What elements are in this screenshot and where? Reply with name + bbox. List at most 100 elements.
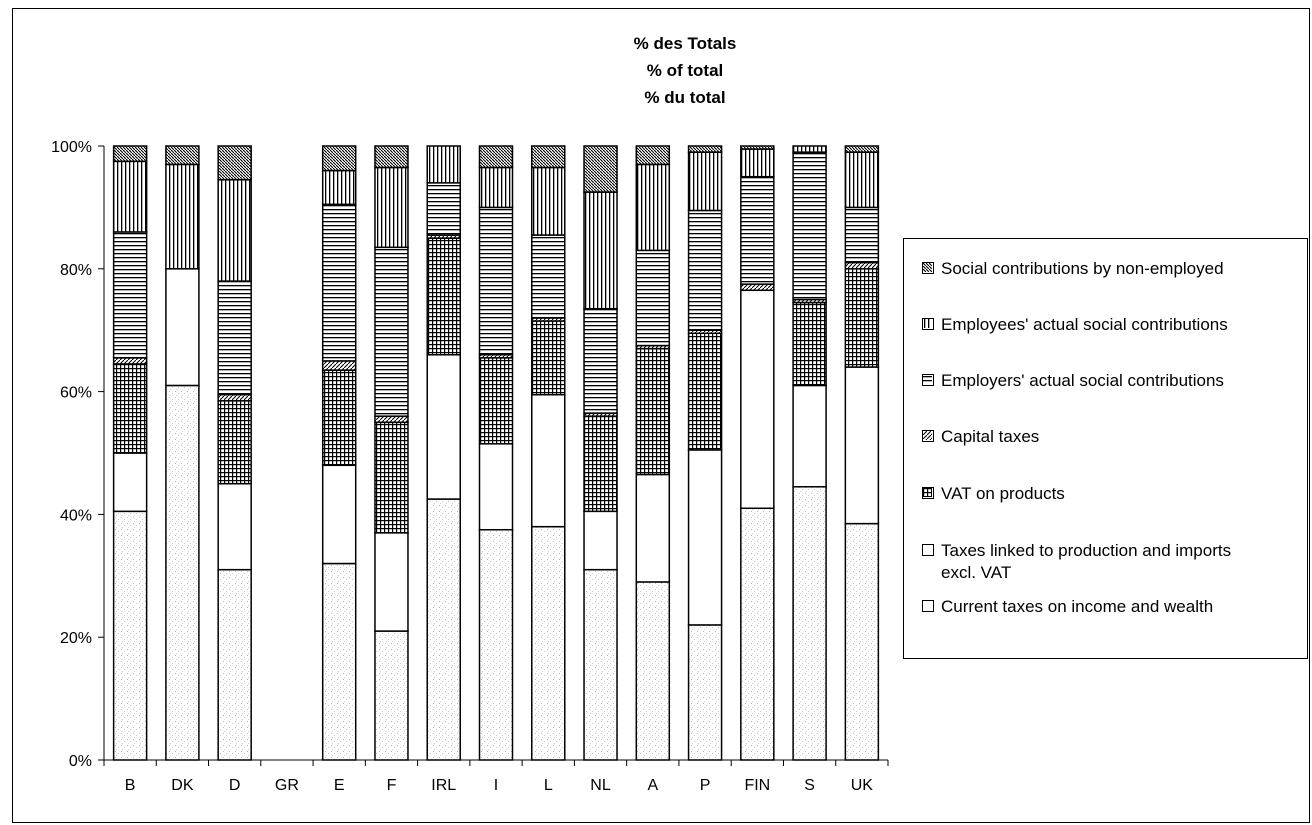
legend-label: VAT on products [941,484,1065,503]
x-tick-label: B [125,777,136,794]
legend-label: Social contributions by non-employed [941,259,1224,278]
bar-segment [478,357,514,445]
bar-segment [165,268,200,387]
bar-segment [478,529,514,761]
legend-label: Taxes linked to production and imports [941,541,1232,560]
y-tick-label: 20% [60,630,92,647]
x-tick-label: NL [590,777,611,794]
bar-segment [321,169,357,206]
bar-segment [844,522,880,761]
bar-segment [217,482,252,571]
bar-segment [112,363,148,454]
x-tick-label: F [387,777,397,794]
chart-title-line-1: % des Totals [633,34,737,53]
bar-segment [165,145,200,166]
legend-swatch [922,487,934,499]
bar-segment [740,289,775,510]
bar-segment [792,486,827,761]
bar-segment [321,360,357,371]
bar-segment [687,624,723,761]
bar-segment [321,369,357,467]
bar-segment [426,354,461,500]
bar-segment [217,179,252,282]
bar-segment [635,581,671,761]
bar-segment [740,175,775,285]
bar-segment [426,237,461,356]
chart-title-line-3: % du total [644,88,726,107]
chart-frame [12,8,1310,823]
bar-segment [112,510,148,761]
legend-label-continued: excl. VAT [941,563,1012,582]
bar-segment [844,261,880,270]
bar-segment [321,464,357,565]
bar-segment [374,415,409,424]
chart-title-line-2: % of total [646,61,724,80]
bar-segment [112,452,148,513]
bar-segment [583,191,618,310]
x-tick-label: E [334,777,345,794]
y-tick-label: 40% [60,507,92,524]
bar-segment [844,366,880,525]
legend-swatch [922,430,934,442]
bar-segment [687,332,723,451]
bar-segment [844,151,880,209]
bar-segment [374,246,409,417]
bar-segment [426,182,461,236]
x-tick-label: IRL [431,777,456,794]
bar-segment [321,145,357,172]
bar-segment [583,145,618,193]
x-tick-label: FIN [744,777,770,794]
bar-segment [687,449,723,626]
x-tick-label: D [229,777,241,794]
bar-segment [687,145,723,153]
bar-segment [478,166,514,209]
bar-segment [217,400,252,485]
bar-segment [740,145,775,150]
bar-segment [687,151,723,212]
bar-segment [844,145,880,153]
bar-segment [217,280,252,396]
bar-segment [740,283,775,292]
bar-segment [635,145,671,166]
bar-segment [165,163,200,270]
bar-segment [374,421,409,534]
x-tick-label: L [544,777,553,794]
legend-swatch [922,262,934,274]
bar-segment [112,357,148,365]
bar-segment [478,443,514,531]
bar-segment [217,568,252,761]
bar-segment [217,145,252,181]
legend-swatch [922,544,934,556]
legend-swatch [922,318,934,330]
bar-segment [687,209,723,331]
bar-segment [217,393,252,402]
bar-segment [112,145,148,163]
bar-segment [426,498,461,761]
bar-segment [635,249,671,347]
legend-swatch [922,600,934,612]
bar-segment [844,206,880,264]
x-tick-label: I [494,777,498,794]
bar-segment [792,151,827,301]
bar-segment [531,525,566,761]
legend-label: Current taxes on income and wealth [941,597,1214,616]
x-tick-label: S [804,777,815,794]
bar-segment [792,384,827,488]
legend-label: Capital taxes [941,427,1040,446]
x-tick-label: DK [171,777,194,794]
bar-segment [531,393,566,528]
stacked-bar-chart: 0% 20% 40% 60% 80% 100% B DK D GR E F IRL I L NL A P FIN S U… [51,139,889,794]
bar-segment [635,163,671,252]
bar-segment [531,145,566,169]
bar-segment [321,203,357,362]
legend-label: Employers' actual social contributions [941,371,1224,390]
chart-legend: Social contributions by non-employed Empl… [903,238,1308,659]
bar-segment [531,320,566,396]
bar-segment [635,347,671,476]
bar-segment [374,630,409,761]
y-tick-label: 100% [51,139,92,156]
bar-segment [583,568,618,761]
y-tick-label: 0% [69,753,92,770]
bar-segment [792,145,827,153]
bar-segment [321,562,357,761]
